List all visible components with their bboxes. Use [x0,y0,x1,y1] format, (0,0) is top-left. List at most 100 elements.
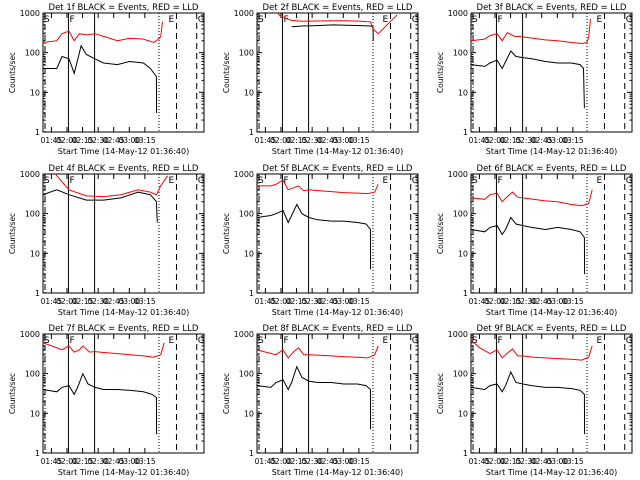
marker-letter: E [596,176,602,186]
marker-letter: E [168,15,174,25]
marker-letter: G [198,336,205,346]
y-tick-label: 100 [25,370,40,379]
marker-letter: F [497,336,502,346]
y-tick-label: 100 [25,210,40,219]
x-axis-label: Start Time (14-May-12 01:36:40) [272,308,403,317]
x-tick-label: 02:45 [531,457,553,466]
panel-title: Det 6f BLACK = Events, RED = LLD [477,164,627,174]
x-tick-label: 02:30 [87,457,109,466]
detector-panel: Det 3f BLACK = Events, RED = LLD 1 10 100 10… [436,3,633,156]
marker-letter: E [596,336,602,346]
plot-frame [470,333,633,454]
x-tick-label: 02:00 [56,297,78,306]
y-tick-label: 10 [458,88,468,97]
lld-series-line [257,179,379,195]
x-tick-label: 01:45 [41,457,63,466]
x-tick-label: 03:15 [562,136,584,145]
events-series-line [471,370,586,435]
y-tick-label: 1 [249,128,254,137]
marker-letter: F [497,176,502,186]
y-tick-label: 100 [239,49,254,58]
x-tick-label: 02:00 [56,136,78,145]
marker-letter: F [69,176,74,186]
marker-letter: G [412,336,419,346]
x-tick-label: 03:15 [562,297,584,306]
marker-letter: F [283,15,288,25]
y-tick-label: 1 [249,449,254,458]
marker-letter: E [168,176,174,186]
x-tick-label: 02:15 [286,297,308,306]
marker-letter: E [382,176,388,186]
y-tick-label: 1 [463,289,468,298]
marker-letter: G [198,15,205,25]
x-tick-label: 03:00 [118,136,140,145]
plot-frame [470,173,633,294]
x-axis-label: Start Time (14-May-12 01:36:40) [486,308,617,317]
events-series-line [43,44,158,114]
panel-title: Det 4f BLACK = Events, RED = LLD [49,164,199,174]
detector-panel: Det 7f BLACK = Events, RED = LLD 1 10 100 10… [8,324,205,477]
y-tick-label: 1000 [234,9,254,18]
x-tick-label: 03:00 [332,136,354,145]
x-tick-label: 03:15 [562,457,584,466]
y-axis-label: Counts/sec [436,213,445,254]
marker-letter: G [626,15,633,25]
x-tick-label: 03:00 [332,297,354,306]
plot-frame [42,333,205,454]
y-axis-label: Counts/sec [222,52,231,93]
x-tick-label: 03:15 [134,136,156,145]
y-tick-label: 1000 [448,9,468,18]
x-tick-label: 01:45 [41,297,63,306]
x-tick-label: 02:45 [103,457,125,466]
lld-series-line [471,339,593,361]
x-tick-label: 01:45 [469,457,491,466]
marker-letter: S [258,336,264,346]
marker-letter: S [472,15,478,25]
lld-series-line [54,174,169,198]
y-tick-label: 10 [244,409,254,418]
x-tick-label: 02:45 [103,136,125,145]
x-tick-label: 03:15 [348,457,370,466]
plot-frame [42,12,205,133]
x-tick-label: 02:15 [500,136,522,145]
x-tick-label: 02:45 [531,297,553,306]
y-tick-label: 10 [30,249,40,258]
y-tick-label: 1 [35,289,40,298]
y-tick-label: 1 [463,128,468,137]
y-tick-label: 100 [453,370,468,379]
detector-panel: Det 6f BLACK = Events, RED = LLD 1 10 100 10… [436,164,633,317]
events-series-line [257,203,372,270]
x-axis-label: Start Time (14-May-12 01:36:40) [58,147,189,156]
x-axis-label: Start Time (14-May-12 01:36:40) [58,308,189,317]
x-tick-label: 02:15 [286,457,308,466]
detector-panel: Det 8f BLACK = Events, RED = LLD 1 10 100 10… [222,324,419,477]
x-tick-label: 02:45 [317,136,339,145]
marker-letter: F [497,15,502,25]
x-tick-label: 03:00 [546,457,568,466]
marker-letter: F [283,336,288,346]
x-tick-label: 03:15 [348,136,370,145]
marker-letter: G [198,176,205,186]
plot-frame [470,12,633,133]
y-tick-label: 100 [239,370,254,379]
marker-letter: F [69,15,74,25]
y-tick-label: 10 [244,249,254,258]
plot-frame [256,333,419,454]
x-tick-label: 02:30 [87,297,109,306]
x-tick-label: 02:45 [103,297,125,306]
panel-title: Det 3f BLACK = Events, RED = LLD [477,3,627,13]
x-axis-label: Start Time (14-May-12 01:36:40) [486,147,617,156]
plot-frame [42,173,205,294]
y-tick-label: 1 [249,289,254,298]
marker-letter: S [258,176,264,186]
events-series-line [291,24,374,41]
x-tick-label: 02:00 [270,136,292,145]
y-axis-label: Counts/sec [222,213,231,254]
events-series-line [471,216,586,275]
detector-panel: Det 5f BLACK = Events, RED = LLD 1 10 100 10… [222,164,419,317]
y-tick-label: 100 [25,49,40,58]
x-tick-label: 02:15 [72,457,94,466]
x-tick-label: 01:45 [469,136,491,145]
x-tick-label: 03:15 [134,297,156,306]
y-tick-label: 1000 [448,170,468,179]
